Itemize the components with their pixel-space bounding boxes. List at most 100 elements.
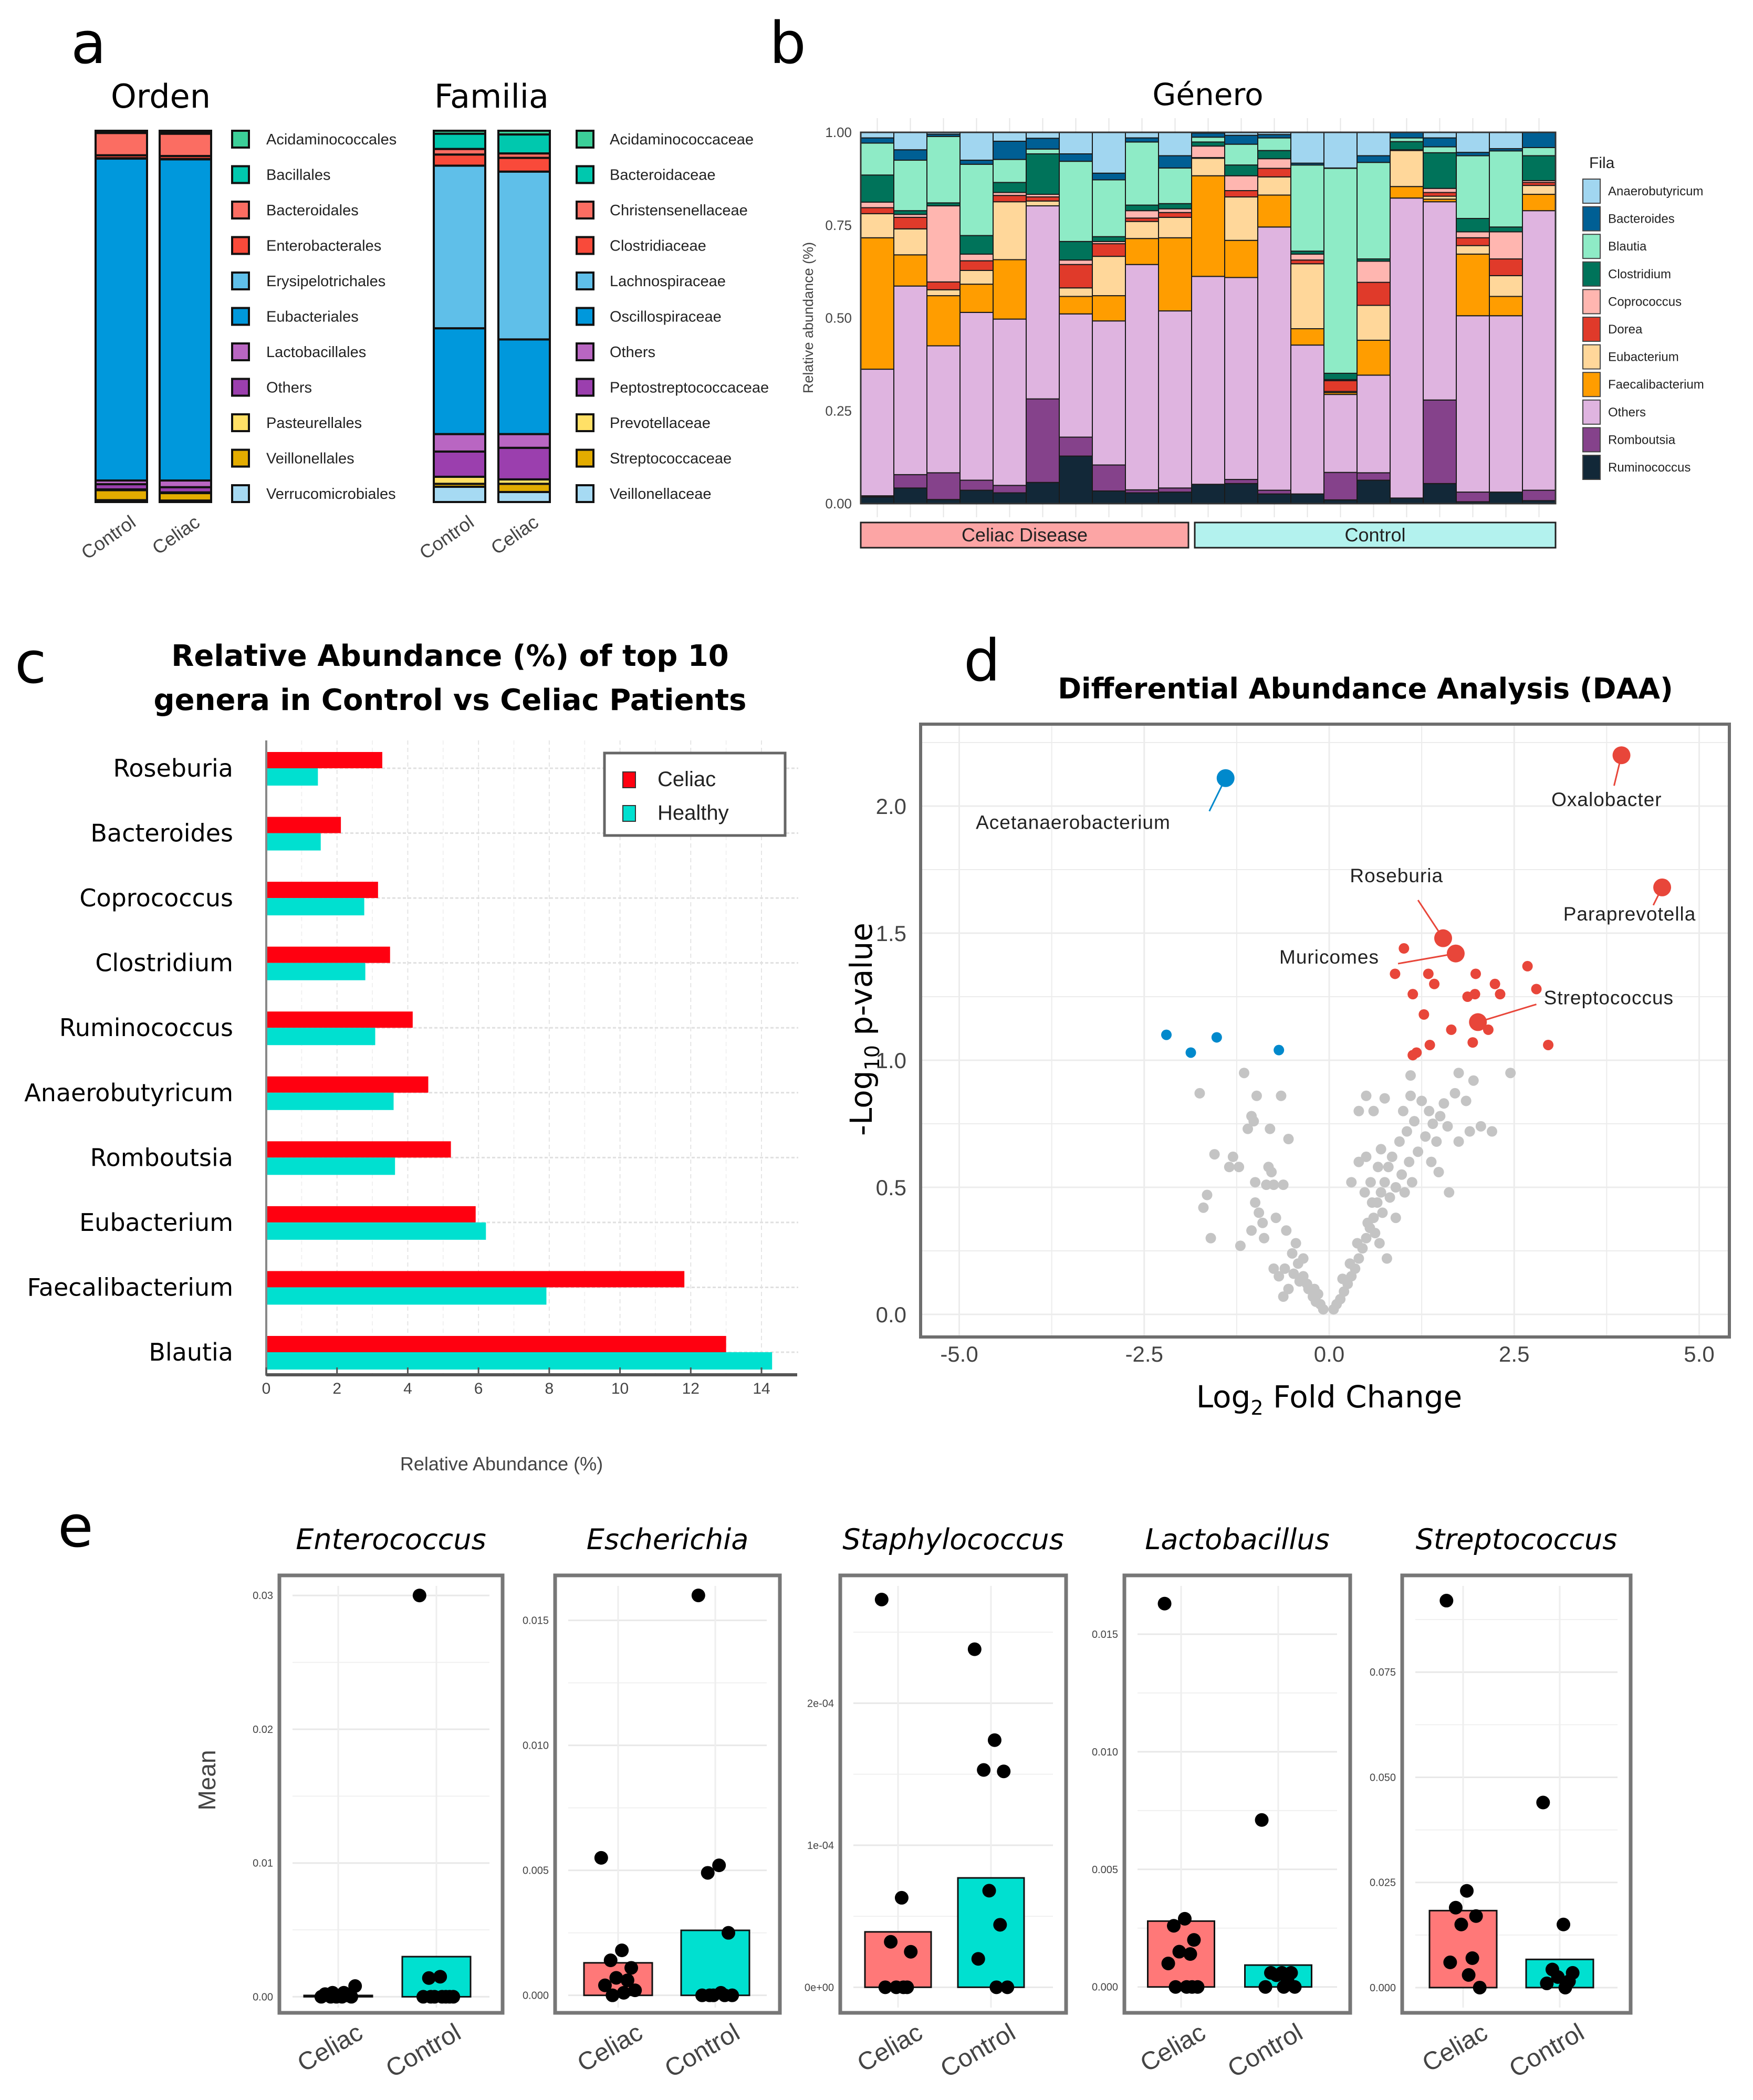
data-point-control [997,1764,1011,1779]
point-ns [1198,1202,1209,1213]
legend-label-acidaminococcales: Acidaminococcales [266,131,396,148]
data-point-control [446,1990,461,2004]
bar-segment-sample-20-eubacterium [1489,275,1523,297]
point-ns [1194,1088,1205,1099]
point-ns [1243,1123,1254,1134]
bar-segment-sample-17-faecalibacterium [1390,186,1424,199]
bar-segment-sample-5-others [993,318,1027,486]
point-ns [1290,1238,1301,1249]
volcano-x-label-main: Log [1196,1379,1251,1415]
point-ns [1386,1151,1397,1162]
bar-segment-sample-10-eubacterium [1158,216,1192,238]
bar-segment-sample-15-blautia [1323,168,1358,374]
point-ns [1379,1177,1390,1188]
data-point-celiac [894,1890,909,1905]
point-ns [1390,1182,1401,1193]
y-tick-label: 0.050 [1370,1772,1396,1783]
bar-segment-sample-7-blautia [1059,161,1093,242]
bar-segment-sample-1-eubacterium [860,213,894,238]
bar-segment-sample-16-coprococcus [1357,260,1391,283]
bar-segment-sample-21-clostridium [1522,155,1556,181]
bar-segment-celiac-streptococcaceae [497,483,551,493]
data-point-celiac [617,1986,631,2000]
bar-segment-celiac-peptostreptococcaceae [497,446,551,480]
data-point-celiac [896,1980,911,1994]
bar-healthy-blautia [266,1352,773,1370]
point-ns [1235,1240,1246,1251]
bar-healthy-ruminococcus [266,1028,375,1046]
legend-swatch-anaerobutyricum [1582,179,1601,204]
bar-segment-sample-3-dorea [926,281,961,290]
legend-swatch-bacteroidaceae [576,165,594,184]
y-tick-label: 0.75 [825,217,852,233]
point-ns [1202,1189,1213,1200]
legend-label-others: Others [1608,405,1646,420]
bar-celiac-eubacterium [266,1206,476,1223]
bar-segment-sample-11-faecalibacterium [1191,175,1225,277]
data-point-celiac [620,1973,634,1988]
bar-segment-sample-21-romboutsia [1522,489,1556,502]
data-point-celiac [904,1945,918,1959]
point-ns [1234,1162,1245,1173]
point-labeled-roseburia [1434,929,1452,947]
point-ns [1433,1166,1444,1177]
facet-escherichia: Escherichia 0.000 0.005 0.010 0.015 Celiac Con… [523,1523,782,2083]
data-point-control [1000,1980,1015,1994]
bar-segment-sample-18-others [1423,201,1457,401]
y-tick-label: 0.00 [825,496,852,511]
y-tick-label: 1.00 [825,124,852,140]
bar-celiac-anaerobutyricum [266,1076,429,1093]
facet-title-enterococcus: Enterococcus [296,1523,486,1556]
bar-segment-sample-1-faecalibacterium [860,237,894,370]
point-ns [1283,1283,1294,1294]
bar-segment-sample-4-clostridium [959,235,994,255]
x-tick-label: 6 [474,1380,483,1397]
facet-staphylococcus: Staphylococcus 0e+00 1e-04 2e-04 Celiac Contr… [805,1523,1068,2083]
point-ns [1294,1276,1305,1287]
bar-segment-sample-4-romboutsia [959,479,994,491]
y-tick-label: 2.0 [876,794,906,819]
data-point-celiac [1157,1596,1172,1611]
bar-segment-sample-21-others [1522,210,1556,491]
point-ns [1361,1232,1372,1244]
point-ns [1468,1075,1479,1086]
point-ns [1257,1217,1268,1228]
x-label-celiac: Celiac [1417,2019,1492,2078]
legend-label-veillonellales: Veillonellales [266,451,354,467]
point-ns [1224,1162,1235,1173]
bar-segment-sample-5-bacteroides [993,140,1027,160]
point-up [1531,984,1542,995]
bar-segment-sample-21-faecalibacterium [1522,194,1556,212]
point-ns [1464,1126,1475,1137]
legend-swatch-clostridium [1582,261,1601,287]
y-tick-label: 0.015 [1092,1629,1118,1641]
legend-label-bacteroidaceae: Bacteroidaceae [610,167,716,184]
bar-segment-sample-7-dorea [1059,264,1093,289]
legend-label-celiac: Celiac [658,768,716,791]
panel-c-top10-chart: Relative Abundance (%) of top 10 genera … [24,639,798,1475]
bar-segment-sample-8-faecalibacterium [1092,295,1126,322]
legend-label-oscillospiraceae: Oscillospiraceae [610,309,722,326]
data-point-control [725,1988,739,2002]
legend-label-lachnospiraceae: Lachnospiraceae [610,273,726,290]
data-point-control [987,1733,1001,1747]
point-ns [1227,1151,1238,1162]
legend-swatch-pasteurellales [231,413,250,432]
facet-streptococcus: Streptococcus 0.000 0.025 0.050 0.075 Celiac C… [1370,1523,1633,2083]
familia-title: Familia [434,77,549,116]
x-tick-label: -2.5 [1125,1342,1163,1366]
point-ns [1366,1197,1378,1208]
point-ns [1238,1068,1249,1079]
y-tick-label: 1e-04 [807,1840,834,1852]
category-label-blautia: Blautia [149,1338,233,1366]
point-up [1495,989,1506,1000]
point-ns [1298,1253,1309,1264]
bar-segment-sample-9-eubacterium [1125,221,1159,239]
data-point-control [1557,1917,1571,1931]
point-ns [1346,1177,1357,1188]
point-ns [1209,1149,1220,1160]
facet-title-staphylococcus: Staphylococcus [842,1523,1064,1556]
bar-celiac-roseburia [266,752,382,768]
bar-segment-sample-18-clostridium [1423,152,1457,189]
bar-segment-sample-4-others [959,311,994,481]
